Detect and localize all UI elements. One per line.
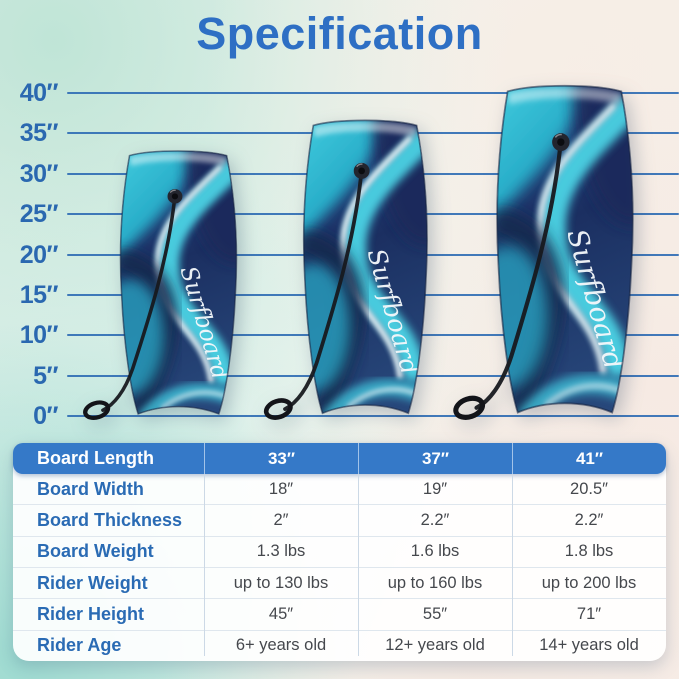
ruler-tick-label: 40″ — [19, 78, 59, 107]
cell-value: 14+ years old — [539, 636, 639, 655]
row-label: Rider Age — [37, 635, 122, 656]
cell-value: 1.8 lbs — [564, 542, 614, 561]
cell-value: 1.3 lbs — [256, 542, 306, 561]
ruler-tick-line — [67, 92, 679, 94]
cell-value: 2.2″ — [574, 510, 604, 529]
ruler-tick-0: 0″ — [6, 402, 679, 430]
cell-value: 18″ — [268, 479, 294, 498]
ruler-tick-label: 5″ — [33, 361, 58, 390]
header-length-37: 37″ — [358, 443, 512, 474]
row-rider-age: Rider Age 6+ years old 12+ years old 14+… — [13, 629, 666, 661]
cell-value: 19″ — [422, 479, 448, 498]
row-label: Board Weight — [37, 541, 154, 562]
spec-table-header-row: Board Length 33″ 37″ 41″ — [13, 443, 666, 474]
cell-value: 1.6 lbs — [410, 542, 460, 561]
bodyboard-33in — [70, 148, 258, 420]
spec-table-body: Board Width 18″ 19″ 20.5″ Board Thicknes… — [13, 474, 666, 661]
row-label: Rider Height — [37, 603, 145, 624]
header-length-41: 41″ — [512, 443, 666, 474]
cell-value: 71″ — [576, 604, 602, 623]
cell-value: 45″ — [268, 604, 294, 623]
ruler-tick-label: 15″ — [19, 280, 59, 309]
cell-value: 55″ — [422, 604, 448, 623]
cell-value: 2.2″ — [420, 510, 450, 529]
ruler-tick-line — [67, 415, 679, 417]
bodyboard-37in — [250, 117, 450, 420]
row-label: Board Width — [37, 478, 144, 499]
cell-value: 6+ years old — [235, 636, 327, 655]
row-board-thickness: Board Thickness 2″ 2.2″ 2.2″ — [13, 504, 666, 535]
spec-table: Board Length 33″ 37″ 41″ Board Width 18″… — [13, 443, 666, 661]
bodyboard-41in — [438, 82, 658, 420]
spec-table-card — [13, 443, 666, 661]
ruler-tick-40: 40″ — [6, 79, 679, 107]
cell-value: 20.5″ — [570, 479, 608, 498]
cell-value: up to 130 lbs — [233, 573, 329, 592]
ruler-tick-label: 20″ — [19, 240, 59, 269]
page-title: Specification — [196, 8, 483, 59]
cell-value: up to 200 lbs — [541, 573, 637, 592]
table-column-divider — [204, 474, 205, 656]
row-rider-height: Rider Height 45″ 55″ 71″ — [13, 598, 666, 629]
ruler-tick-label: 35″ — [19, 118, 59, 147]
row-label: Board Thickness — [37, 509, 183, 530]
cell-value: 12+ years old — [385, 636, 485, 655]
header-board-length: Board Length — [37, 448, 154, 468]
row-rider-weight: Rider Weight up to 130 lbs up to 160 lbs… — [13, 566, 666, 598]
ruler-tick-label: 30″ — [19, 159, 59, 188]
table-column-divider — [512, 474, 513, 656]
ruler-tick-label: 0″ — [33, 401, 58, 430]
cell-value: 2″ — [273, 510, 289, 529]
row-board-weight: Board Weight 1.3 lbs 1.6 lbs 1.8 lbs — [13, 535, 666, 567]
ruler-tick-label: 10″ — [19, 320, 59, 349]
table-column-divider — [358, 474, 359, 656]
cell-value: up to 160 lbs — [387, 573, 483, 592]
row-label: Rider Weight — [37, 572, 148, 593]
header-length-33: 33″ — [204, 443, 358, 474]
row-board-width: Board Width 18″ 19″ 20.5″ — [13, 474, 666, 504]
ruler-tick-label: 25″ — [19, 199, 59, 228]
